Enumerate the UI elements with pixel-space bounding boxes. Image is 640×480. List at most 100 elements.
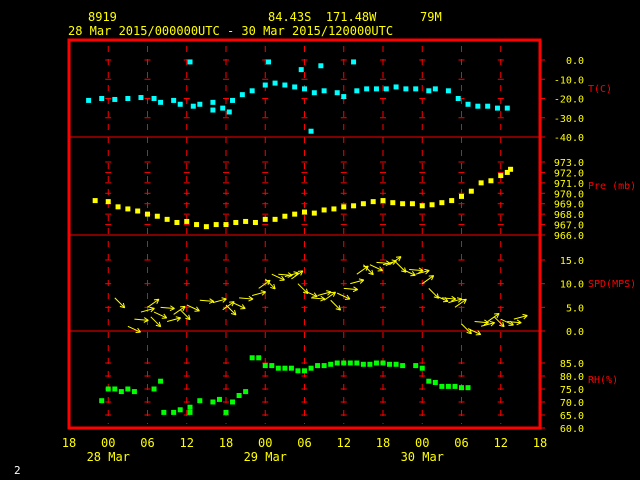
data-point xyxy=(118,389,124,395)
data-point xyxy=(334,360,340,366)
data-point xyxy=(230,97,236,103)
wind-arrow xyxy=(222,301,235,311)
x-date-label: 29 Mar xyxy=(244,450,287,464)
wind-arrow xyxy=(199,299,214,302)
wind-arrow-head xyxy=(175,316,181,319)
data-point xyxy=(203,224,209,230)
y-tick-label: 972.0 xyxy=(554,168,584,179)
data-point xyxy=(197,398,203,404)
data-point xyxy=(151,96,157,101)
data-point xyxy=(236,393,242,398)
data-point xyxy=(145,211,150,217)
wind-arrow xyxy=(252,291,266,296)
wind-arrow-head xyxy=(522,313,528,316)
data-point xyxy=(112,96,118,102)
wind-arrow xyxy=(179,309,191,320)
x-tick-label: 18 xyxy=(376,436,390,450)
data-point xyxy=(197,101,203,107)
data-point xyxy=(298,67,304,73)
data-point xyxy=(360,201,366,207)
x-tick-label: 06 xyxy=(297,436,311,450)
data-point xyxy=(249,88,255,94)
data-point xyxy=(171,409,177,415)
wind-arrow-head xyxy=(302,291,308,295)
wind-arrow xyxy=(487,313,500,322)
x-tick-label: 00 xyxy=(258,436,272,450)
data-point xyxy=(354,360,360,366)
wind-arrow xyxy=(448,298,463,304)
data-point xyxy=(315,363,321,369)
data-point xyxy=(302,209,307,215)
y-tick-label: 973.0 xyxy=(554,158,584,169)
wind-arrow xyxy=(500,318,514,326)
wind-arrow-head xyxy=(489,320,495,324)
data-point xyxy=(252,219,258,225)
y-tick-label: 970.0 xyxy=(554,189,584,200)
data-point xyxy=(243,218,249,224)
data-point xyxy=(239,92,245,98)
data-point xyxy=(494,105,500,111)
y-tick-label: 85.0 xyxy=(560,359,584,370)
panel-ylabel: RH(%) xyxy=(588,375,618,386)
wind-arrow-head xyxy=(188,314,191,320)
wind-arrow xyxy=(461,323,472,335)
y-tick-label: 60.0 xyxy=(560,424,584,435)
data-point xyxy=(138,95,144,101)
y-tick-label: 971.0 xyxy=(554,179,584,190)
data-point xyxy=(380,360,386,366)
data-point xyxy=(351,59,357,65)
wind-arrow xyxy=(160,306,175,310)
wind-arrow-head xyxy=(163,313,168,319)
data-point xyxy=(272,80,278,86)
data-point xyxy=(171,97,177,103)
data-point xyxy=(370,199,376,205)
data-point xyxy=(373,360,379,366)
data-point xyxy=(465,385,471,391)
wind-arrow-head xyxy=(395,256,402,258)
wind-arrow-head xyxy=(169,308,175,311)
data-point xyxy=(311,90,317,96)
y-tick-label: 70.0 xyxy=(560,398,584,409)
wind-arrow-head xyxy=(502,321,505,327)
date-range: 28 Mar 2015/000000UTC - 30 Mar 2015/1200… xyxy=(68,24,394,38)
data-point xyxy=(158,378,164,384)
data-point xyxy=(210,399,216,405)
data-point xyxy=(272,216,278,222)
wind-arrow xyxy=(310,297,326,300)
x-tick-label: 06 xyxy=(454,436,468,450)
page-number: 2 xyxy=(14,464,21,477)
y-tick-label: 65.0 xyxy=(560,411,584,422)
wind-arrow-head xyxy=(477,330,482,335)
wind-arrow-head xyxy=(401,270,407,273)
wind-arrow-head xyxy=(523,315,528,320)
x-tick-label: 12 xyxy=(337,436,351,450)
data-point xyxy=(360,361,366,367)
wind-arrow xyxy=(264,278,276,290)
data-point xyxy=(478,180,484,186)
wind-arrow-head xyxy=(483,322,489,326)
y-tick-label: 10.0 xyxy=(560,280,584,291)
wind-arrow-head xyxy=(170,305,175,309)
data-point xyxy=(383,86,389,92)
wind-arrow-head xyxy=(153,298,159,301)
wind-arrow-head xyxy=(231,301,235,307)
x-date-label: 28 Mar xyxy=(87,450,130,464)
data-point xyxy=(393,84,399,90)
wind-arrow-head xyxy=(371,269,374,275)
data-point xyxy=(125,96,131,101)
wind-arrow xyxy=(291,270,304,280)
data-point xyxy=(328,361,334,367)
wind-arrow-head xyxy=(353,286,358,291)
wind-arrow-head xyxy=(338,305,342,311)
data-point xyxy=(187,59,193,65)
data-point xyxy=(125,386,131,392)
data-point xyxy=(220,105,226,111)
data-point xyxy=(125,206,131,212)
wind-arrow-head xyxy=(281,275,285,281)
wind-arrow-head xyxy=(241,304,246,309)
panel-ylabel: Pre (mb) xyxy=(588,181,636,192)
x-tick-label: 18 xyxy=(533,436,547,450)
data-point xyxy=(347,360,353,366)
data-point xyxy=(321,207,327,213)
data-point xyxy=(439,383,445,389)
